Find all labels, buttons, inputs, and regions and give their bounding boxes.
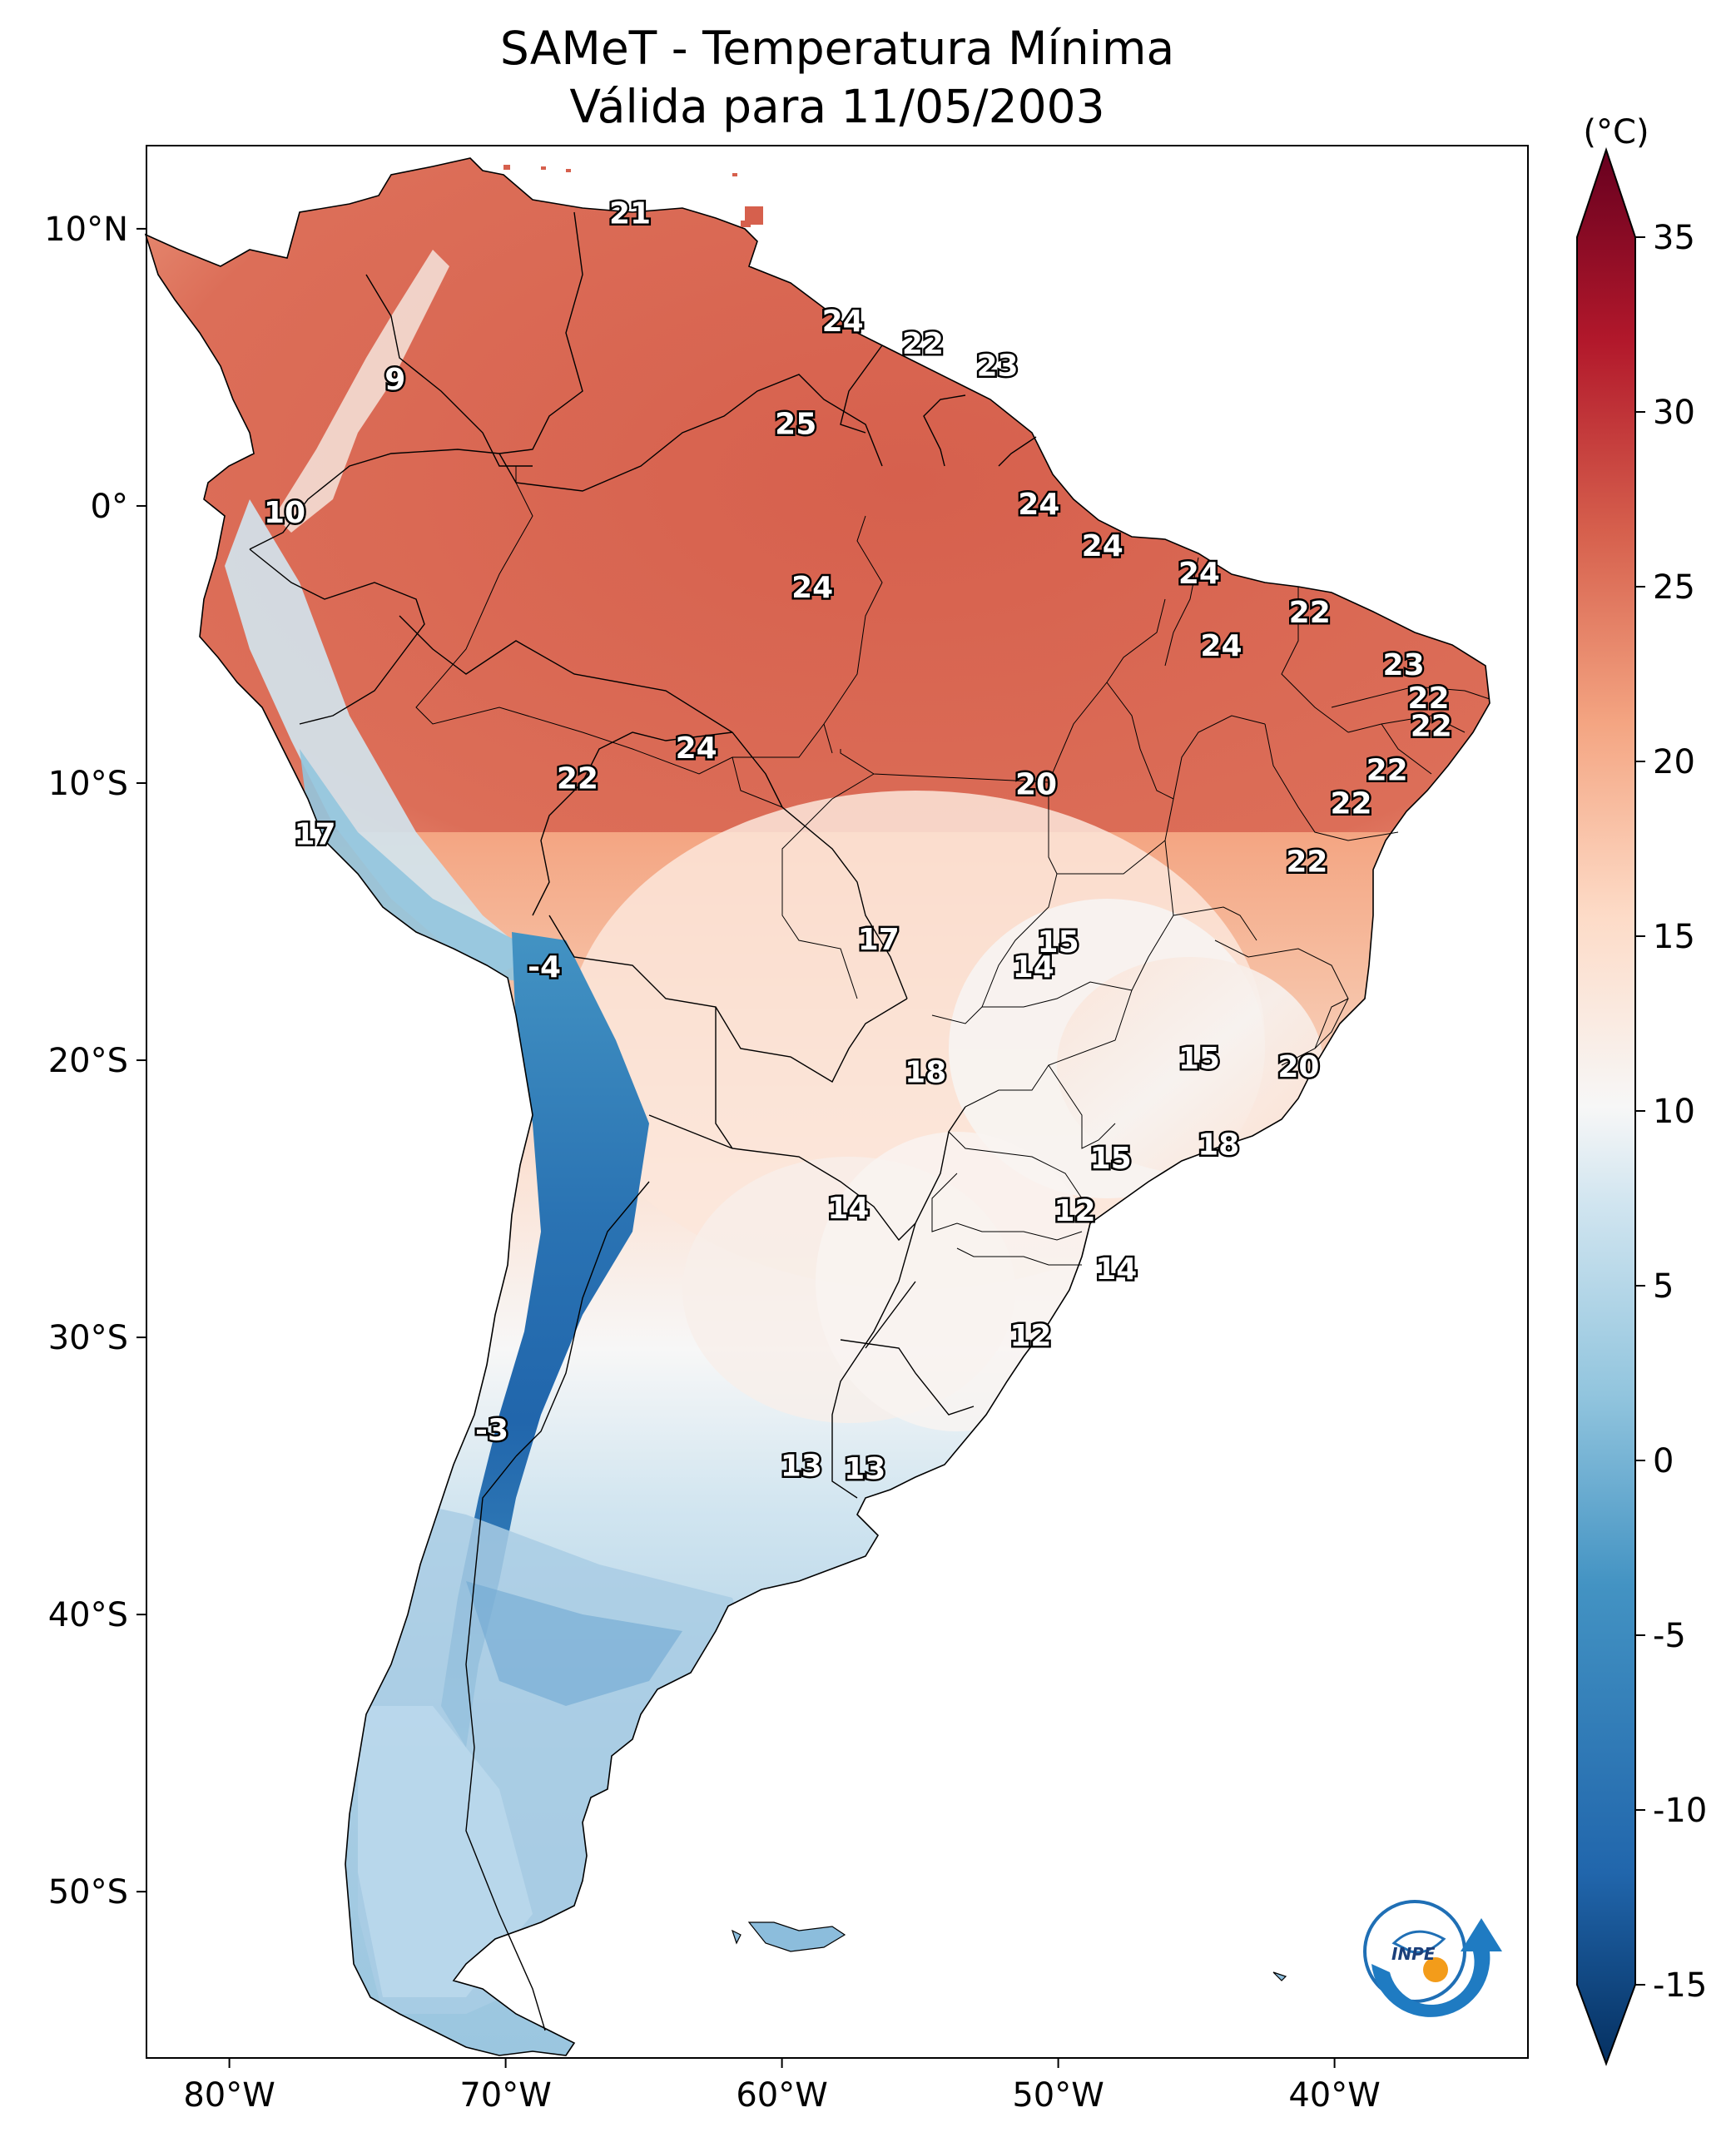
temperature-label: 22 (557, 762, 598, 796)
lat-tick-label: 20°S (48, 1042, 128, 1080)
temperature-label: 22 (1289, 596, 1331, 630)
temperature-label: -4 (528, 950, 561, 984)
temperature-label: 17 (294, 817, 335, 851)
colorbar-unit: (°C) (1583, 113, 1649, 151)
colorbar-tick-label: 0 (1653, 1442, 1674, 1480)
colorbar-tick-label: 10 (1653, 1093, 1695, 1131)
temperature-label: 17 (858, 923, 900, 957)
lat-tick-label: 0° (91, 488, 128, 526)
temperature-label: 24 (791, 571, 833, 605)
lat-tick-label: 40°S (48, 1596, 128, 1634)
temperature-label: 18 (905, 1056, 946, 1090)
map-title-line2: Válida para 11/05/2003 (569, 80, 1105, 133)
temperature-label: 24 (1082, 529, 1123, 563)
temperature-label: 18 (1198, 1128, 1239, 1162)
temperature-label: 20 (1015, 767, 1057, 801)
map-title-line1: SAMeT - Temperatura Mínima (499, 22, 1175, 75)
lon-tick-label: 80°W (183, 2076, 275, 2115)
lon-tick-label: 40°W (1288, 2076, 1380, 2115)
colorbar-tick-label: 35 (1653, 219, 1695, 257)
temperature-label: 14 (827, 1192, 869, 1226)
temperature-label: 13 (844, 1452, 885, 1486)
temperature-label: 24 (822, 305, 864, 339)
temperature-label: 22 (1366, 754, 1408, 788)
colorbar-tick-label: -15 (1653, 1966, 1707, 2005)
colorbar-tick-label: 30 (1653, 394, 1695, 432)
temperature-label: 12 (1009, 1319, 1051, 1353)
colorbar-bar (1576, 146, 1636, 2066)
lat-tick-label: 10°N (44, 211, 128, 249)
state-borders (415, 466, 1490, 1266)
colorbar-tick-label: 25 (1653, 568, 1695, 607)
lat-tick-label: 30°S (48, 1319, 128, 1357)
country-borders (249, 211, 1037, 2031)
colorbar-tick-label: 15 (1653, 918, 1695, 956)
lat-tick-label: 50°S (48, 1873, 128, 1912)
colorbar-ticks: 35 30 25 20 15 10 5 0 -5 -10 -15 (1635, 219, 1707, 2005)
lon-tick-label: 70°W (459, 2076, 551, 2115)
temperature-label: 22 (1407, 682, 1449, 716)
temperature-label: 25 (775, 407, 816, 441)
temperature-label: 14 (1013, 950, 1054, 984)
temperature-label: 20 (1277, 1050, 1319, 1084)
temperature-label: 22 (1411, 709, 1452, 743)
temperature-label: 24 (1018, 488, 1059, 522)
temperature-label: 12 (1054, 1194, 1095, 1228)
temperature-label: 22 (1286, 845, 1327, 880)
lon-tick-label: 60°W (736, 2076, 827, 2115)
temperature-label: 13 (781, 1450, 822, 1484)
colorbar-tick-label: 20 (1653, 743, 1695, 781)
lat-tick-label: 10°S (48, 765, 128, 803)
temperature-label: 22 (1330, 787, 1371, 821)
inpe-logo-text: INPE (1391, 1944, 1436, 1964)
colorbar-tick-label: 5 (1653, 1267, 1674, 1306)
islands (731, 1921, 1287, 1981)
temperature-label: 23 (977, 349, 1019, 383)
colorbar-tick-label: -10 (1653, 1792, 1707, 1830)
temperature-label: -3 (475, 1413, 508, 1447)
temperature-label: 23 (1383, 648, 1425, 682)
temperature-label: 9 (384, 363, 405, 397)
colorbar-tick-label: -5 (1653, 1617, 1686, 1655)
temperature-label: 24 (1200, 629, 1242, 663)
temperature-label: 15 (1090, 1142, 1132, 1176)
temperature-label: 21 (609, 196, 651, 231)
caribbean-islands (503, 165, 763, 227)
colorbar: (°C) 35 30 25 20 15 10 5 0 -5 -10 -15 (1576, 113, 1707, 2066)
inpe-logo: INPE (1363, 1900, 1502, 2017)
lon-tick-label: 50°W (1012, 2076, 1104, 2115)
temperature-label: 15 (1038, 925, 1079, 959)
temperature-label: 24 (676, 731, 717, 766)
temperature-label: 10 (264, 496, 305, 530)
map-axes: 80°W 70°W 60°W 50°W 40°W 10°N 0° 10°S 20°S 30°S 40… (44, 211, 1381, 2115)
temperature-label: 22 (902, 327, 944, 361)
temperature-label: 24 (1178, 557, 1220, 591)
temperature-label: 15 (1178, 1042, 1220, 1076)
temperature-labels: 2191024222325242424242224232222222222202… (261, 195, 1454, 1489)
temperature-label: 14 (1095, 1252, 1137, 1287)
